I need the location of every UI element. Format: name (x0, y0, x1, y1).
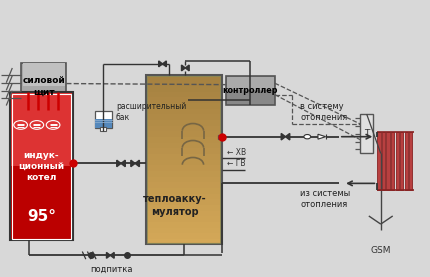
FancyBboxPatch shape (226, 76, 275, 105)
FancyBboxPatch shape (146, 74, 222, 80)
FancyBboxPatch shape (11, 157, 72, 166)
FancyBboxPatch shape (100, 127, 107, 131)
FancyBboxPatch shape (10, 93, 73, 240)
Polygon shape (286, 134, 290, 140)
FancyBboxPatch shape (227, 77, 273, 90)
Circle shape (304, 135, 311, 139)
FancyBboxPatch shape (23, 63, 65, 86)
FancyBboxPatch shape (391, 132, 394, 190)
FancyBboxPatch shape (378, 132, 381, 190)
FancyBboxPatch shape (146, 91, 222, 97)
FancyBboxPatch shape (146, 114, 222, 120)
FancyBboxPatch shape (405, 132, 408, 190)
Polygon shape (163, 61, 166, 67)
Text: индук-
ционный
котел: индук- ционный котел (18, 151, 64, 182)
FancyBboxPatch shape (146, 131, 222, 137)
FancyBboxPatch shape (22, 63, 66, 110)
Text: подпитка: подпитка (90, 265, 133, 274)
Polygon shape (135, 160, 139, 167)
Polygon shape (131, 160, 135, 167)
FancyBboxPatch shape (95, 119, 112, 128)
Text: теплоакку-
мулятор: теплоакку- мулятор (143, 194, 206, 217)
FancyBboxPatch shape (11, 154, 72, 163)
Text: из системы
отопления: из системы отопления (301, 189, 351, 209)
Text: в систему
отопления: в систему отопления (301, 102, 348, 122)
FancyBboxPatch shape (146, 125, 222, 131)
Text: контроллер: контроллер (222, 86, 278, 95)
FancyBboxPatch shape (11, 155, 72, 164)
Text: силовой
щит: силовой щит (22, 76, 65, 96)
Text: T: T (364, 129, 369, 138)
FancyBboxPatch shape (146, 119, 222, 126)
Polygon shape (185, 65, 189, 71)
FancyBboxPatch shape (146, 159, 222, 165)
FancyBboxPatch shape (146, 97, 222, 103)
Text: GSM: GSM (371, 246, 391, 255)
FancyBboxPatch shape (146, 137, 222, 143)
FancyBboxPatch shape (146, 176, 222, 182)
FancyBboxPatch shape (146, 238, 222, 245)
FancyBboxPatch shape (146, 102, 222, 109)
FancyBboxPatch shape (11, 156, 72, 165)
FancyBboxPatch shape (95, 111, 112, 128)
FancyBboxPatch shape (360, 114, 373, 153)
FancyBboxPatch shape (387, 132, 390, 190)
Text: 95°: 95° (27, 209, 56, 224)
FancyBboxPatch shape (400, 132, 403, 190)
Text: ← ГВ: ← ГВ (227, 160, 246, 168)
Polygon shape (117, 160, 121, 167)
FancyBboxPatch shape (146, 165, 222, 171)
FancyBboxPatch shape (146, 233, 222, 239)
Polygon shape (159, 61, 163, 67)
FancyBboxPatch shape (382, 132, 385, 190)
FancyBboxPatch shape (146, 170, 222, 176)
FancyBboxPatch shape (396, 132, 399, 190)
FancyBboxPatch shape (11, 149, 72, 158)
FancyBboxPatch shape (11, 93, 72, 166)
FancyBboxPatch shape (146, 210, 222, 216)
Polygon shape (281, 134, 286, 140)
FancyBboxPatch shape (146, 80, 222, 86)
Polygon shape (121, 160, 125, 167)
FancyBboxPatch shape (11, 151, 72, 161)
FancyBboxPatch shape (218, 135, 225, 139)
FancyBboxPatch shape (146, 182, 222, 188)
FancyBboxPatch shape (146, 199, 222, 205)
FancyBboxPatch shape (146, 142, 222, 148)
FancyBboxPatch shape (146, 204, 222, 211)
Polygon shape (111, 252, 114, 258)
Polygon shape (181, 65, 185, 71)
Text: расширительный
бак: расширительный бак (116, 102, 186, 122)
FancyBboxPatch shape (146, 216, 222, 222)
FancyBboxPatch shape (146, 148, 222, 154)
FancyBboxPatch shape (146, 187, 222, 194)
FancyBboxPatch shape (146, 221, 222, 227)
Polygon shape (107, 252, 111, 258)
FancyBboxPatch shape (11, 153, 72, 162)
FancyBboxPatch shape (11, 150, 72, 160)
FancyBboxPatch shape (146, 193, 222, 199)
Text: ← ХВ: ← ХВ (227, 148, 246, 157)
Polygon shape (318, 134, 326, 139)
FancyBboxPatch shape (146, 86, 222, 92)
FancyBboxPatch shape (146, 153, 222, 160)
FancyBboxPatch shape (409, 132, 412, 190)
FancyBboxPatch shape (146, 227, 222, 233)
FancyBboxPatch shape (146, 108, 222, 114)
